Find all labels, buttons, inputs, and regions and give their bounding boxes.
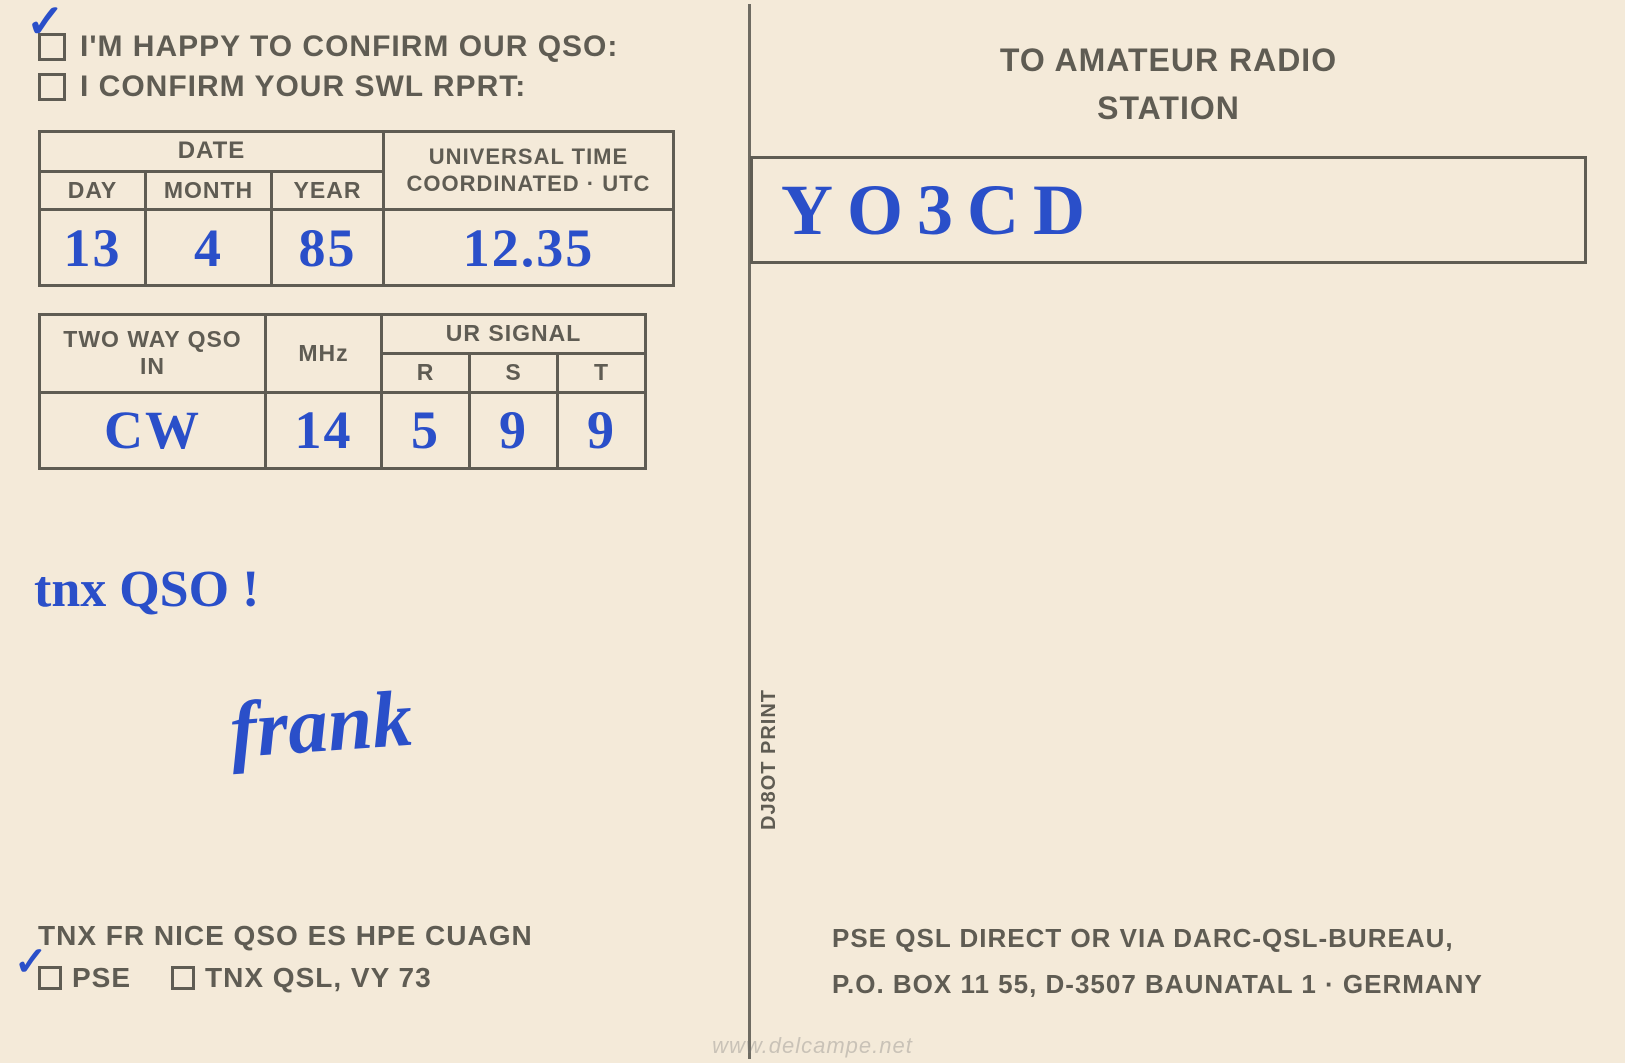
confirm-swl-checkbox[interactable] (38, 73, 66, 101)
footer-checks-row: PSE TNX QSL, VY 73 (38, 962, 432, 994)
footer-tnx-line: TNX FR NICE QSO ES HPE CUAGN (38, 920, 533, 952)
value-t: 9 (558, 392, 646, 468)
right-panel: TO AMATEUR RADIO STATION YO3CD PSE QSL D… (740, 0, 1625, 1063)
header-t: T (558, 353, 646, 392)
header-year: YEAR (272, 171, 384, 210)
header-mhz: MHz (266, 315, 382, 392)
value-mhz: 14 (266, 392, 382, 468)
confirm-swl-row: I CONFIRM YOUR SWL RPRT: (38, 70, 730, 104)
handwritten-note: tnx QSO ! (34, 560, 259, 619)
header-date: DATE (40, 132, 384, 172)
header-signal: UR SIGNAL (382, 315, 646, 354)
watermark: www.delcampe.net (712, 1033, 913, 1059)
qsl-card: ✓ I'M HAPPY TO CONFIRM OUR QSO: I CONFIR… (0, 0, 1625, 1063)
date-time-table: DATE UNIVERSAL TIME COORDINATED · UTC DA… (38, 130, 675, 287)
pse-label: PSE (72, 962, 131, 994)
header-utc: UNIVERSAL TIME COORDINATED · UTC (384, 132, 674, 210)
value-s: 9 (470, 392, 558, 468)
value-r: 5 (382, 392, 470, 468)
signal-table: TWO WAY QSO IN MHz UR SIGNAL R S T CW 14… (38, 313, 647, 469)
signature: frank (227, 674, 415, 777)
header-month: MONTH (146, 171, 272, 210)
value-mode: CW (40, 392, 266, 468)
tnx-label: TNX QSL, VY 73 (205, 962, 432, 994)
callsign: YO3CD (781, 169, 1099, 252)
confirm-qso-label: I'M HAPPY TO CONFIRM OUR QSO: (80, 30, 618, 64)
header-r: R (382, 353, 470, 392)
header-day: DAY (40, 171, 146, 210)
confirm-swl-label: I CONFIRM YOUR SWL RPRT: (80, 70, 526, 104)
to-header: TO AMATEUR RADIO STATION (750, 36, 1587, 132)
tnx-checkbox[interactable] (171, 966, 195, 990)
pse-checkbox[interactable] (38, 966, 62, 990)
confirm-qso-row: I'M HAPPY TO CONFIRM OUR QSO: (38, 30, 730, 64)
right-footer: PSE QSL DIRECT OR VIA DARC-QSL-BUREAU, P… (832, 918, 1595, 1005)
to-header-line1: TO AMATEUR RADIO (750, 36, 1587, 84)
value-day: 13 (40, 210, 146, 286)
left-panel: ✓ I'M HAPPY TO CONFIRM OUR QSO: I CONFIR… (0, 0, 740, 1063)
callsign-box: YO3CD (750, 156, 1587, 264)
value-year: 85 (272, 210, 384, 286)
value-utc: 12.35 (384, 210, 674, 286)
to-header-line2: STATION (750, 84, 1587, 132)
value-month: 4 (146, 210, 272, 286)
header-s: S (470, 353, 558, 392)
right-footer-line2: P.O. BOX 11 55, D-3507 BAUNATAL 1 · GERM… (832, 964, 1595, 1006)
confirm-qso-checkbox[interactable] (38, 33, 66, 61)
header-mode: TWO WAY QSO IN (40, 315, 266, 392)
right-footer-line1: PSE QSL DIRECT OR VIA DARC-QSL-BUREAU, (832, 918, 1595, 960)
header-mode-text: TWO WAY QSO IN (63, 326, 241, 380)
